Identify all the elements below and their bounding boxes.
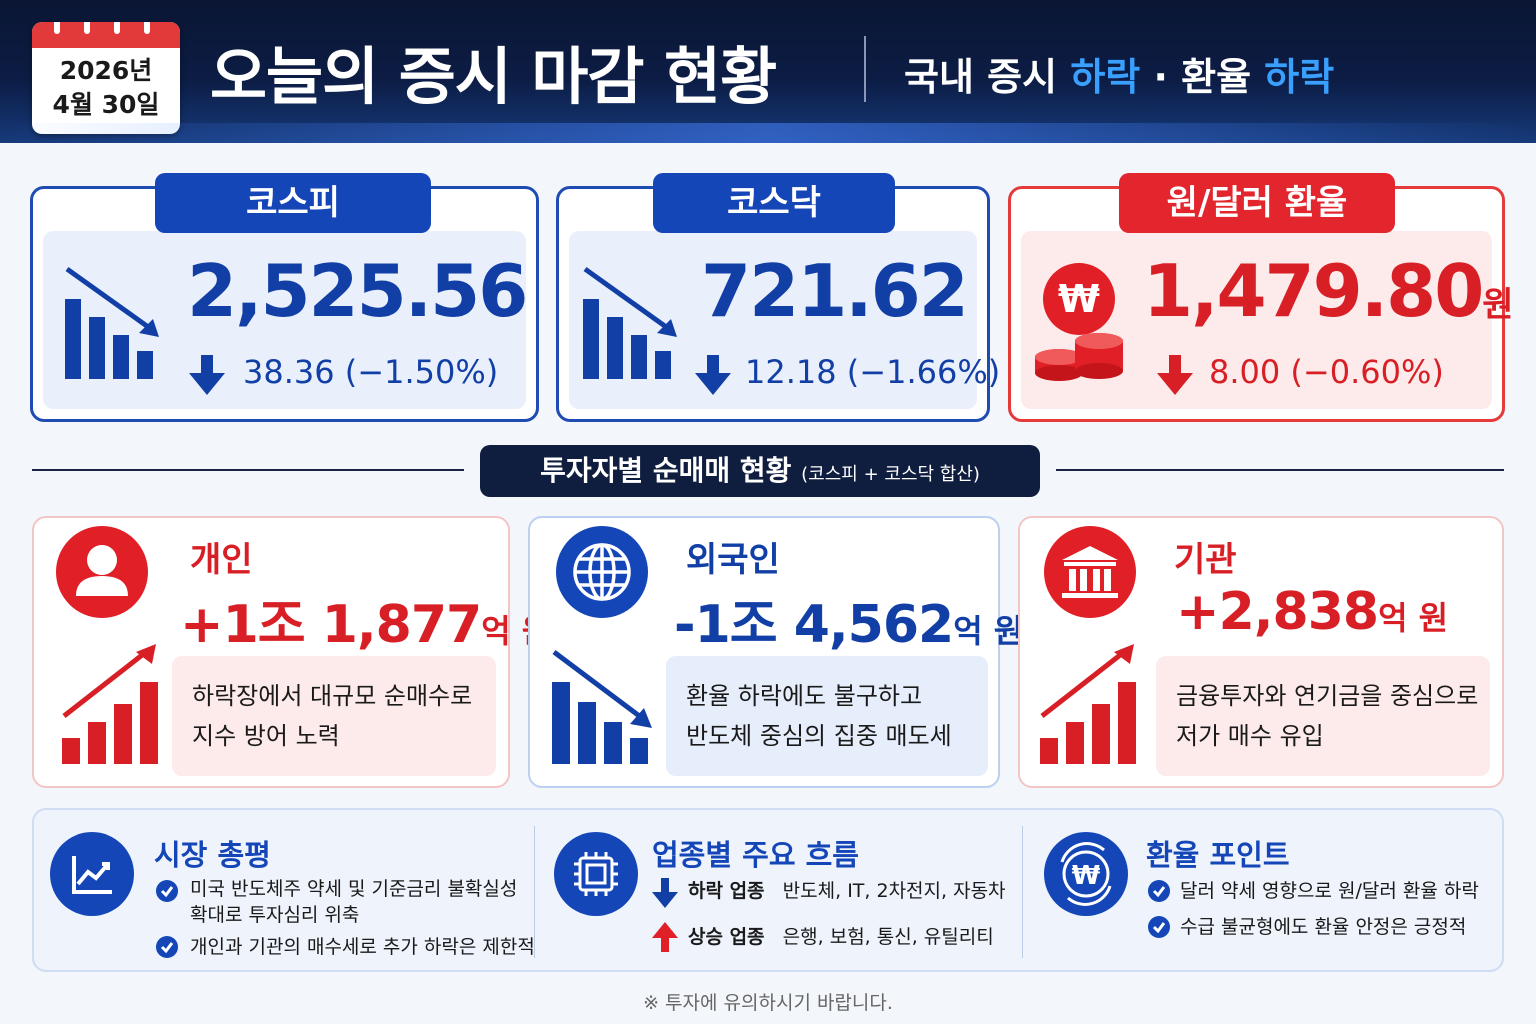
down-arrow-icon [1157,355,1193,395]
up-arrow-icon [652,922,678,952]
investor-note-line: 저가 매수 유입 [1176,722,1324,750]
sector-up-items: 은행, 보험, 통신, 유틸리티 [782,926,994,948]
check-icon [1148,916,1170,938]
investor-note: 하락장에서 대규모 순매수로 지수 방어 노력 [172,656,496,776]
kospi-value: 2,525.56 [187,249,528,333]
investor-note-line: 지수 방어 노력 [192,722,340,750]
kosdaq-label: 코스닥 [653,173,895,233]
chip-icon [554,832,638,916]
footer-disclaimer: ※ 투자에 유의하시기 바랍니다. [643,992,893,1014]
sector-down-items: 반도체, IT, 2차전지, 자동차 [782,880,1006,902]
bank-building-icon [1044,526,1136,618]
summary-sector: 업종별 주요 흐름 하락 업종 반도체, IT, 2차전지, 자동차 상승 업종… [534,810,1022,974]
summary-market: 시장 총평 미국 반도체주 약세 및 기준금리 불확실성 확대로 투자심리 위축… [34,810,535,974]
page-title: 오늘의 증시 마감 현황 [210,40,777,113]
investor-card-individual: 개인 +1조 1,877억 원 하락장에서 대규모 순매수로 지수 방어 노력 [32,516,551,788]
fx-value: 1,479.80원 [1143,249,1514,333]
page-subtitle: 국내 증시 하락 · 환율 하락 [904,46,1334,101]
investor-name: 기관 [1174,540,1237,580]
investor-name: 개인 [190,540,253,580]
summary-sector-down: 하락 업종 반도체, IT, 2차전지, 자동차 [688,878,1006,904]
date-day: 4월 30일 [52,90,160,119]
header-banner: 2026년 4월 30일 오늘의 증시 마감 현황 국내 증시 하락 · 환율 … [0,0,1536,143]
summary-sector-title: 업종별 주요 흐름 [652,838,859,872]
falling-bar-chart-icon [583,266,677,379]
kospi-label: 코스피 [155,173,431,233]
kospi-card: 코스피 2,525.56 38.36 (−1.50%) [30,173,539,422]
header-divider [864,36,866,102]
investor-amount-unit: 억 원 [1378,599,1449,637]
won-coin-icon: ₩ [1035,263,1123,381]
investor-amount-value: +1조 1,877 [180,595,482,655]
section-divider-left [32,469,464,471]
check-icon [156,880,178,902]
investor-name: 외국인 [686,540,780,580]
falling-bar-chart-icon [65,266,159,379]
kosdaq-value: 721.62 [701,249,969,333]
investor-amount-unit: 억 원 [953,612,1024,650]
investor-amount: +1조 1,877억 원 [180,582,551,657]
person-icon [56,526,148,618]
section-title: 투자자별 순매매 현황 (코스피 + 코스닥 합산) [480,445,1040,497]
section-divider-right [1056,469,1504,471]
subtitle-separator: · [1140,55,1182,99]
summary-fx-item: 달러 약세 영향으로 원/달러 환율 하락 [1180,880,1479,902]
investor-card-foreign: 외국인 -1조 4,562억 원 환율 하락에도 불구하고 반도체 중심의 집중… [528,516,1023,788]
investor-note-line: 환율 하락에도 불구하고 [686,682,923,710]
investor-note: 환율 하락에도 불구하고 반도체 중심의 집중 매도세 [666,656,988,776]
investor-note: 금융투자와 연기금을 중심으로 저가 매수 유입 [1156,656,1490,776]
rising-bar-chart-icon [1040,644,1136,764]
kospi-change: 38.36 (−1.50%) [243,353,499,391]
svg-text:₩: ₩ [1072,861,1101,891]
summary-divider [534,826,535,958]
date-year: 2026년 [59,56,153,85]
down-arrow-icon [652,878,678,908]
check-icon [1148,880,1170,902]
down-arrow-icon [695,355,731,395]
globe-icon [556,526,648,618]
fx-card: 원/달러 환율 ₩ 1,479.80원 8.00 (−0.60%) [1008,173,1514,422]
summary-market-title: 시장 총평 [154,838,271,872]
subtitle-fx: 환율 [1181,55,1265,99]
subtitle-fx-status: 하락 [1264,55,1335,99]
section-title-main: 투자자별 순매매 현황 [540,454,792,487]
rising-bar-chart-icon [62,644,158,764]
summary-divider [1022,826,1023,958]
investor-card-institution: 기관 +2,838억 원 금융투자와 연기금을 중심으로 저가 매수 유입 [1018,516,1504,788]
falling-bar-chart-icon [552,650,652,764]
sector-up-label: 상승 업종 [688,926,765,948]
summary-market-item: 미국 반도체주 약세 및 기준금리 불확실성 확대로 투자심리 위축 [190,876,517,928]
calendar-icon: 2026년 4월 30일 [32,22,180,134]
investor-amount-value: -1조 4,562 [674,595,954,655]
investor-amount: -1조 4,562억 원 [674,582,1023,657]
check-icon [156,936,178,958]
subtitle-domestic-status: 하락 [1070,55,1141,99]
fx-label: 원/달러 환율 [1119,173,1395,233]
summary-panel: 시장 총평 미국 반도체주 약세 및 기준금리 불확실성 확대로 투자심리 위축… [32,808,1504,972]
investor-note-line: 반도체 중심의 집중 매도세 [686,722,952,750]
summary-market-item: 개인과 기관의 매수세로 추가 하락은 제한적 [190,936,535,958]
svg-text:₩: ₩ [1058,277,1100,321]
summary-sector-up: 상승 업종 은행, 보험, 통신, 유틸리티 [688,924,994,950]
summary-fx-item: 수급 불균형에도 환율 안정은 긍정적 [1180,916,1467,938]
summary-market-item-line: 확대로 투자심리 위축 [190,904,360,926]
sector-down-label: 하락 업종 [688,880,765,902]
investor-amount: +2,838억 원 [1176,582,1448,642]
down-arrow-icon [189,355,225,395]
investor-amount-value: +2,838 [1176,582,1379,642]
fx-value-unit: 원 [1482,285,1514,325]
summary-market-item-line: 미국 반도체주 약세 및 기준금리 불확실성 [190,878,518,900]
section-title-sub: (코스피 + 코스닥 합산) [801,464,980,485]
kosdaq-change: 12.18 (−1.66%) [745,353,1001,391]
investor-note-line: 하락장에서 대규모 순매수로 [192,682,473,710]
investor-note-line: 금융투자와 연기금을 중심으로 [1176,682,1479,710]
subtitle-domestic: 국내 증시 [904,55,1071,99]
won-exchange-icon: ₩ [1044,832,1128,916]
fx-change: 8.00 (−0.60%) [1209,353,1444,391]
trend-chart-icon [50,832,134,916]
summary-fx: ₩ 환율 포인트 달러 약세 영향으로 원/달러 환율 하락 수급 불균형에도 … [1022,810,1502,974]
kosdaq-card: 코스닥 721.62 12.18 (−1.66%) [556,173,1000,422]
summary-fx-title: 환율 포인트 [1146,838,1290,872]
fx-value-number: 1,479.80 [1143,249,1484,333]
